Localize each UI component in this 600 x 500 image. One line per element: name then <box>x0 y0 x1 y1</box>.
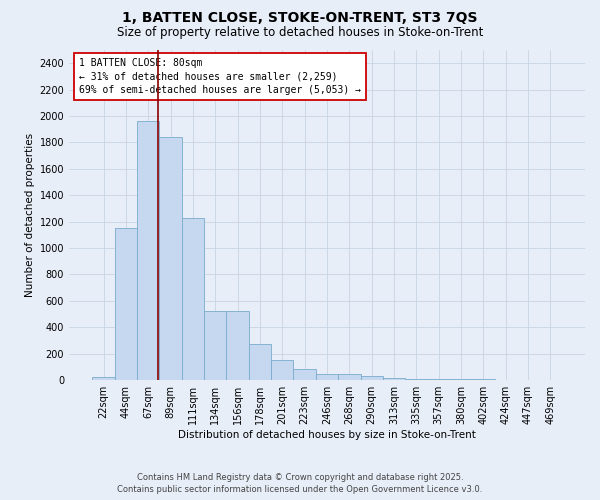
Text: 1, BATTEN CLOSE, STOKE-ON-TRENT, ST3 7QS: 1, BATTEN CLOSE, STOKE-ON-TRENT, ST3 7QS <box>122 12 478 26</box>
Bar <box>316 374 338 380</box>
Bar <box>293 370 316 380</box>
Bar <box>361 376 383 380</box>
Bar <box>271 360 293 380</box>
Bar <box>137 122 160 380</box>
Text: Contains HM Land Registry data © Crown copyright and database right 2025.
Contai: Contains HM Land Registry data © Crown c… <box>118 472 482 494</box>
Bar <box>338 374 361 380</box>
Bar <box>182 218 204 380</box>
Text: Size of property relative to detached houses in Stoke-on-Trent: Size of property relative to detached ho… <box>117 26 483 39</box>
Bar <box>92 376 115 380</box>
Bar <box>428 378 450 380</box>
X-axis label: Distribution of detached houses by size in Stoke-on-Trent: Distribution of detached houses by size … <box>178 430 476 440</box>
Y-axis label: Number of detached properties: Number of detached properties <box>25 133 35 297</box>
Bar <box>204 312 226 380</box>
Text: 1 BATTEN CLOSE: 80sqm
← 31% of detached houses are smaller (2,259)
69% of semi-d: 1 BATTEN CLOSE: 80sqm ← 31% of detached … <box>79 58 361 94</box>
Bar <box>226 312 249 380</box>
Bar <box>160 137 182 380</box>
Bar <box>383 378 405 380</box>
Bar <box>405 378 428 380</box>
Bar <box>115 228 137 380</box>
Bar <box>249 344 271 380</box>
